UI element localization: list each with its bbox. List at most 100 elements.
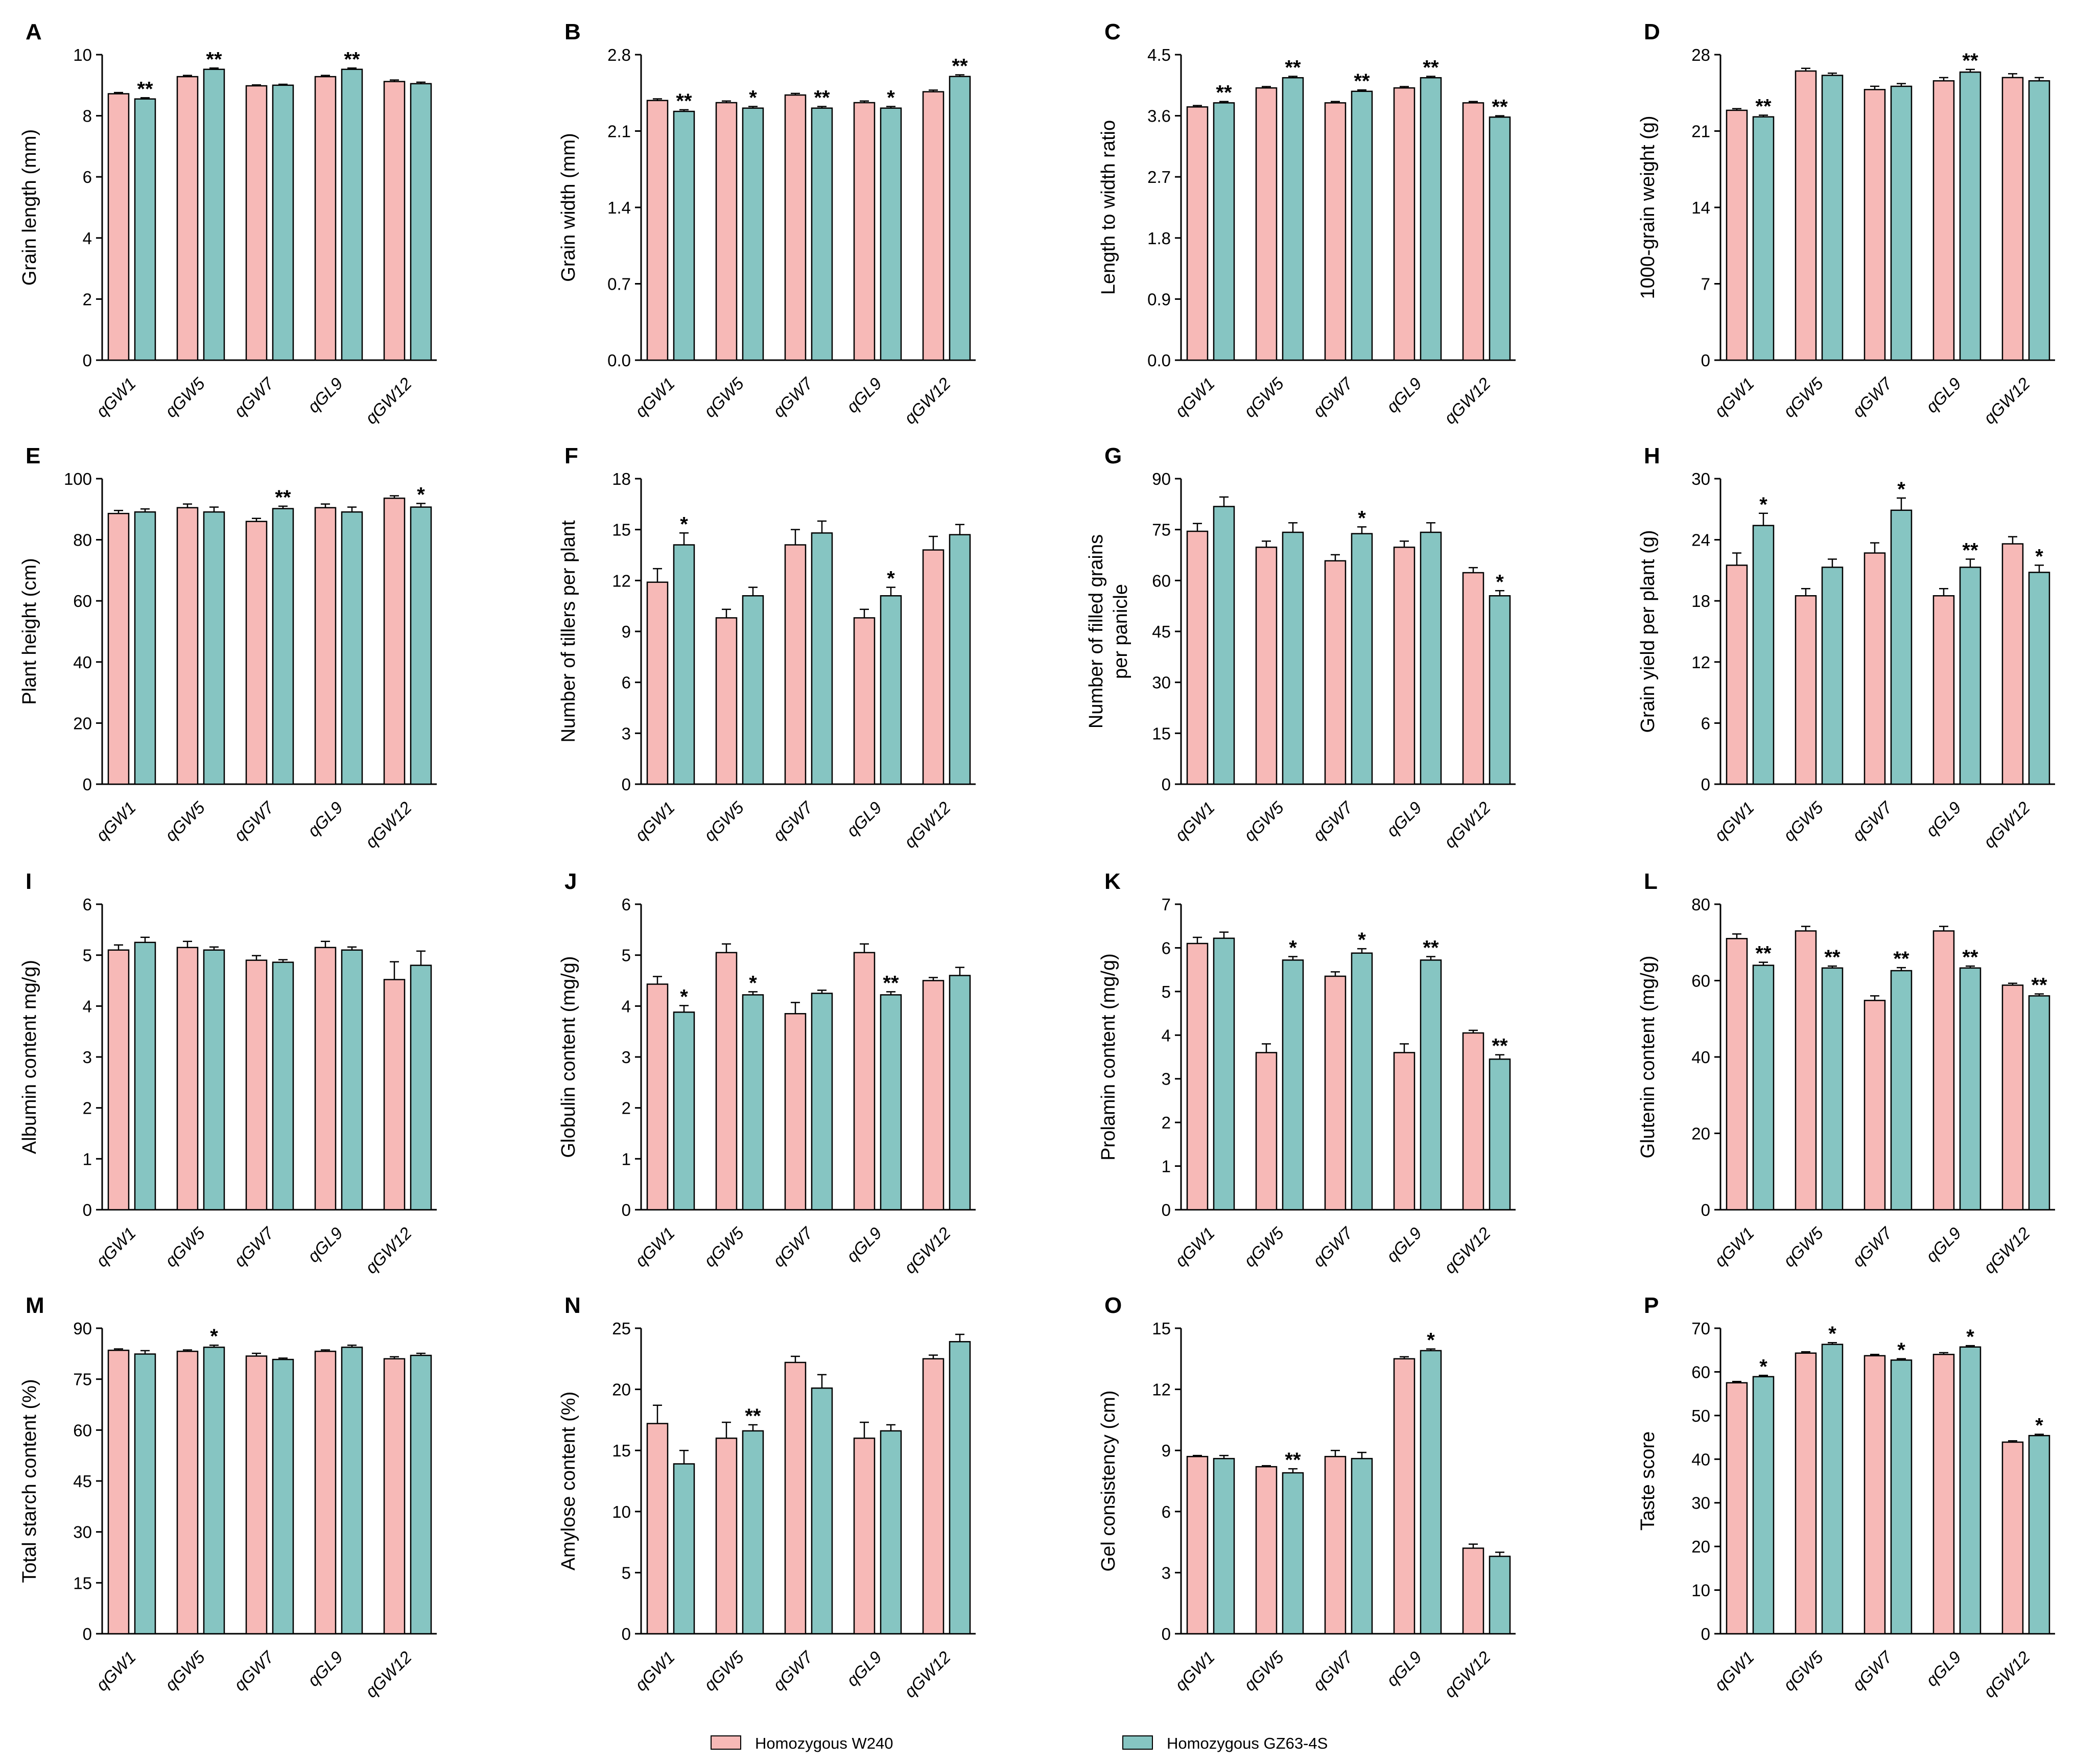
bar-gz63 bbox=[1420, 531, 1442, 785]
x-tick-label: qGW12 bbox=[1441, 798, 1494, 852]
bar-gz63 bbox=[1213, 1457, 1235, 1635]
x-tick-label: qGW5 bbox=[1240, 1223, 1288, 1271]
x-tick-label: qGW5 bbox=[1780, 1647, 1827, 1695]
y-axis-title: 1000-grain weight (g) bbox=[1637, 115, 1659, 299]
x-tick-label: qGW12 bbox=[362, 798, 415, 852]
bar-w240 bbox=[176, 1350, 199, 1635]
y-axis-title: Length to width ratio bbox=[1098, 120, 1119, 295]
y-tick-label: 75 bbox=[1152, 521, 1171, 539]
bar-w240 bbox=[176, 507, 199, 785]
bar-w240 bbox=[1186, 1455, 1209, 1635]
y-tick-label: 0 bbox=[83, 1625, 92, 1643]
y-tick-label: 2.8 bbox=[607, 45, 631, 64]
y-tick-label: 15 bbox=[73, 1573, 92, 1592]
x-tick-label: qGL9 bbox=[843, 1224, 885, 1266]
x-tick-label: qGW7 bbox=[230, 1223, 278, 1271]
bar-gz63 bbox=[811, 1387, 833, 1635]
significance-mark: ** bbox=[1285, 1449, 1301, 1471]
y-tick-label: 8 bbox=[83, 107, 92, 126]
bar-gz63 bbox=[1890, 509, 1913, 785]
panel-a: A 0 2 4 6 8 10 Grain length (mm) ** qGW1 ** qGW5 qGW… bbox=[19, 19, 437, 428]
bar-w240 bbox=[922, 980, 945, 1211]
y-tick-label: 3.6 bbox=[1147, 107, 1171, 126]
x-tick-label: qGW12 bbox=[1980, 798, 2034, 852]
y-tick-label: 60 bbox=[1691, 1362, 1710, 1381]
significance-mark: ** bbox=[1962, 50, 1978, 72]
y-tick-label: 6 bbox=[1701, 714, 1710, 733]
panel-c: C 0.0 0.9 1.8 2.7 3.6 4.5 Length to width ratio… bbox=[1098, 19, 1516, 428]
y-tick-label: 7 bbox=[1701, 275, 1710, 294]
y-tick-label: 24 bbox=[1691, 531, 1710, 550]
x-tick-label: qGL9 bbox=[843, 1648, 885, 1690]
bar-gz63 bbox=[1959, 967, 1981, 1211]
bar-gz63 bbox=[272, 1358, 294, 1635]
bar-w240 bbox=[107, 1349, 130, 1635]
y-tick-label: 5 bbox=[1162, 982, 1171, 1001]
y-tick-label: 9 bbox=[622, 622, 631, 641]
panel-letter: J bbox=[564, 869, 577, 894]
bar-gz63 bbox=[341, 1346, 363, 1635]
panel-f: F 0 3 6 9 12 15 18 Number of tillers per plant * q… bbox=[558, 443, 976, 852]
y-tick-label: 2 bbox=[83, 1099, 92, 1118]
panel-letter: H bbox=[1644, 443, 1660, 468]
significance-mark: ** bbox=[814, 86, 830, 109]
panel-g: G 0 15 30 45 60 75 90 Number of filled grains per… bbox=[1086, 443, 1516, 852]
y-tick-label: 3 bbox=[622, 1048, 631, 1067]
bar-w240 bbox=[314, 947, 337, 1211]
bar-w240 bbox=[922, 91, 945, 361]
y-tick-label: 30 bbox=[1691, 1494, 1710, 1513]
y-tick-label: 20 bbox=[1691, 1537, 1710, 1556]
bar-w240 bbox=[853, 1438, 876, 1635]
bar-gz63 bbox=[1420, 77, 1442, 361]
significance-mark: * bbox=[1897, 478, 1905, 501]
significance-mark: ** bbox=[1354, 70, 1370, 92]
y-tick-label: 0 bbox=[622, 775, 631, 794]
bar-w240 bbox=[245, 1355, 268, 1635]
y-tick-label: 10 bbox=[73, 45, 92, 64]
bar-gz63 bbox=[1213, 937, 1235, 1211]
y-tick-label: 80 bbox=[1691, 895, 1710, 914]
y-axis-title: Gel consistency (cm) bbox=[1098, 1391, 1119, 1572]
y-tick-label: 5 bbox=[622, 946, 631, 965]
significance-mark: ** bbox=[883, 972, 899, 994]
significance-mark: ** bbox=[137, 78, 153, 100]
y-tick-label: 0 bbox=[1162, 1625, 1171, 1643]
bar-w240 bbox=[1932, 930, 1955, 1211]
x-tick-label: qGW7 bbox=[230, 797, 278, 845]
bar-gz63 bbox=[811, 532, 833, 785]
bar-w240 bbox=[1462, 1547, 1484, 1635]
y-axis-title: Grain yield per plant (g) bbox=[1637, 530, 1659, 733]
bar-gz63 bbox=[1420, 1350, 1442, 1635]
legend: Homozygous W240 Homozygous GZ63-4S bbox=[711, 1734, 1328, 1752]
y-tick-label: 6 bbox=[1162, 1502, 1171, 1521]
bar-w240 bbox=[314, 76, 337, 361]
y-tick-label: 0 bbox=[1701, 1201, 1710, 1219]
x-tick-label: qGW7 bbox=[1849, 1223, 1896, 1271]
y-axis-title: Total starch content (%) bbox=[19, 1379, 40, 1583]
bar-gz63 bbox=[1752, 116, 1775, 361]
bar-w240 bbox=[715, 1438, 738, 1635]
bar-w240 bbox=[1462, 1032, 1484, 1211]
bar-gz63 bbox=[1351, 1457, 1373, 1635]
y-tick-label: 3 bbox=[1162, 1070, 1171, 1089]
bar-gz63 bbox=[410, 965, 432, 1211]
y-axis-title: Globulin content (mg/g) bbox=[558, 956, 579, 1158]
x-tick-label: qGW5 bbox=[1780, 797, 1827, 845]
significance-mark: ** bbox=[1492, 96, 1508, 119]
bar-gz63 bbox=[1489, 595, 1511, 785]
bar-w240 bbox=[176, 76, 199, 361]
legend-swatch-w240 bbox=[711, 1735, 741, 1750]
bar-gz63 bbox=[949, 1341, 971, 1635]
bar-w240 bbox=[1863, 1000, 1886, 1211]
y-tick-label: 4.5 bbox=[1147, 45, 1171, 64]
y-tick-label: 2 bbox=[83, 290, 92, 309]
panel-letter: G bbox=[1104, 443, 1122, 468]
y-tick-label: 20 bbox=[73, 714, 92, 733]
x-tick-label: qGW5 bbox=[1240, 797, 1288, 845]
bar-w240 bbox=[314, 1350, 337, 1635]
y-tick-label: 6 bbox=[622, 895, 631, 914]
y-axis-title: Grain length (mm) bbox=[19, 129, 40, 286]
panel-letter: D bbox=[1644, 19, 1660, 44]
panel-h: H 0 6 12 18 24 30 Grain yield per plant (g) * qGW… bbox=[1637, 443, 2055, 852]
bar-gz63 bbox=[1821, 967, 1844, 1211]
